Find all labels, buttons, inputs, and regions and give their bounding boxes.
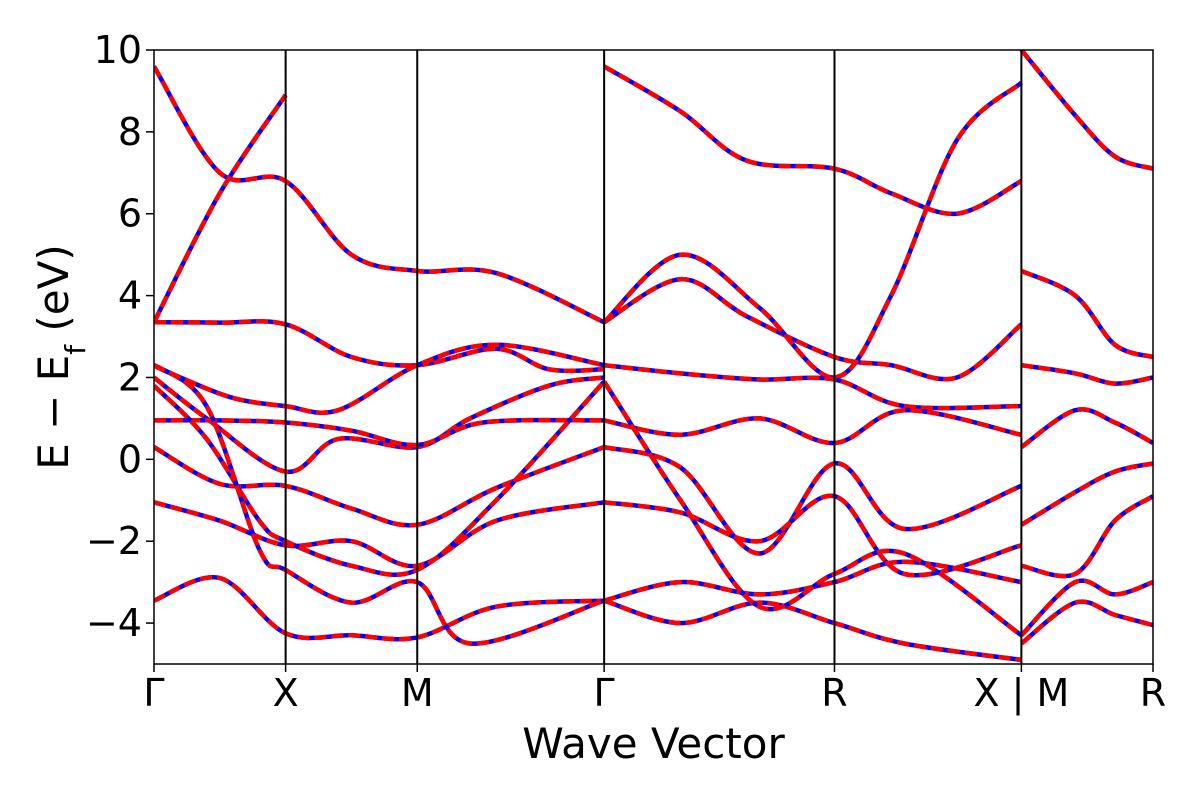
band-line-dashed-28 [1020,599,1153,646]
band-lines [154,50,1153,663]
band-line-dashed-22 [1020,268,1153,360]
band-line-dashed-9 [154,380,606,577]
band-line-dashed-1 [154,65,606,325]
y-tick-label: 4 [118,274,142,318]
band-line-dashed-16 [603,444,1023,556]
y-tick-label: −2 [86,519,142,563]
band-line-dashed-7 [154,500,605,569]
y-tick-label: 2 [118,355,142,399]
x-tick-label: R [1140,671,1166,715]
band-line-dashed-0 [154,319,605,374]
band-line-dashed-10 [154,363,605,646]
band-line-dashed-13 [602,80,1023,380]
plot-area [154,50,1153,664]
x-axis-ticks: Γ X M Γ R X | M R [143,664,1166,716]
band-line-dashed-23 [1021,362,1153,386]
y-tick-label: 8 [118,110,142,154]
x-tick-label: M [401,671,434,715]
band-line-dashed-20 [602,380,1023,638]
band-line-dashed-3 [154,342,605,415]
x-axis-title: Wave Vector [522,719,785,768]
x-tick-label: Γ [143,671,164,715]
x-tick-label: X [273,671,299,715]
band-line-dashed-11 [602,64,1023,217]
band-line-dashed-25 [1020,461,1153,527]
y-tick-label: 0 [118,437,142,481]
y-tick-label: −4 [86,601,142,645]
band-line-dashed-6 [154,444,605,528]
plot-frame [153,49,1154,665]
x-tick-label: Γ [594,671,615,715]
band-line-dashed-17 [603,493,1022,578]
band-line-dashed-12 [602,276,1023,382]
band-line-dashed-2 [154,93,288,324]
band-line-dashed-5 [154,417,605,448]
band-line-dashed-14 [603,362,1022,411]
band-line-dashed-24 [1020,407,1153,449]
band-line-dashed-19 [603,598,1022,663]
y-tick-label: 6 [118,192,142,236]
y-axis-title: E − Ef (eV) [29,244,92,470]
x-tick-label: X | M [973,671,1069,716]
y-tick-label: 10 [94,28,142,72]
band-line-dashed-27 [1019,578,1153,637]
band-line-dashed-15 [603,407,1022,446]
band-line-dashed-8 [154,574,605,642]
y-axis-title-sub: f [59,344,92,355]
band-line-dashed-26 [1020,494,1153,579]
x-tick-label: R [821,671,847,715]
y-axis-title-unit: (eV) [29,244,78,345]
y-axis-ticks: −4 −2 0 2 4 6 8 10 [86,28,154,645]
y-axis-title-main: E − E [29,355,78,470]
band-line-dashed-21 [1019,50,1153,171]
high-symmetry-lines [284,50,1023,664]
